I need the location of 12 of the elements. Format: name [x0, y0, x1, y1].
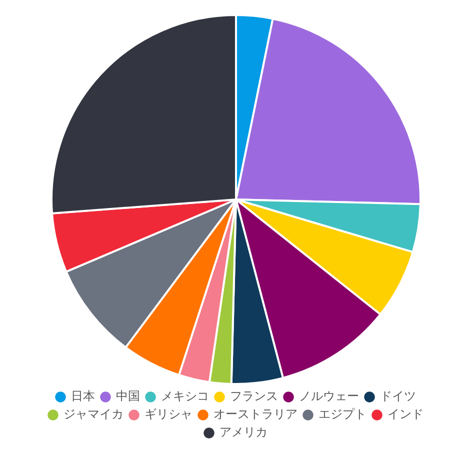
legend-label: エジプト	[318, 407, 366, 422]
legend-label: アメリカ	[220, 425, 268, 440]
legend-label: オーストラリア	[214, 407, 298, 422]
legend-label: 中国	[116, 389, 140, 404]
legend-label: フランス	[230, 389, 278, 404]
legend-label: ギリシャ	[144, 407, 192, 422]
legend-label: メキシコ	[161, 389, 209, 404]
legend-label: ノルウェー	[299, 389, 359, 404]
legend-label: ジャマイカ	[64, 407, 124, 422]
legend-label: 日本	[71, 389, 95, 404]
legend-label: ドイツ	[380, 389, 416, 404]
legend-label: インド	[388, 407, 424, 422]
